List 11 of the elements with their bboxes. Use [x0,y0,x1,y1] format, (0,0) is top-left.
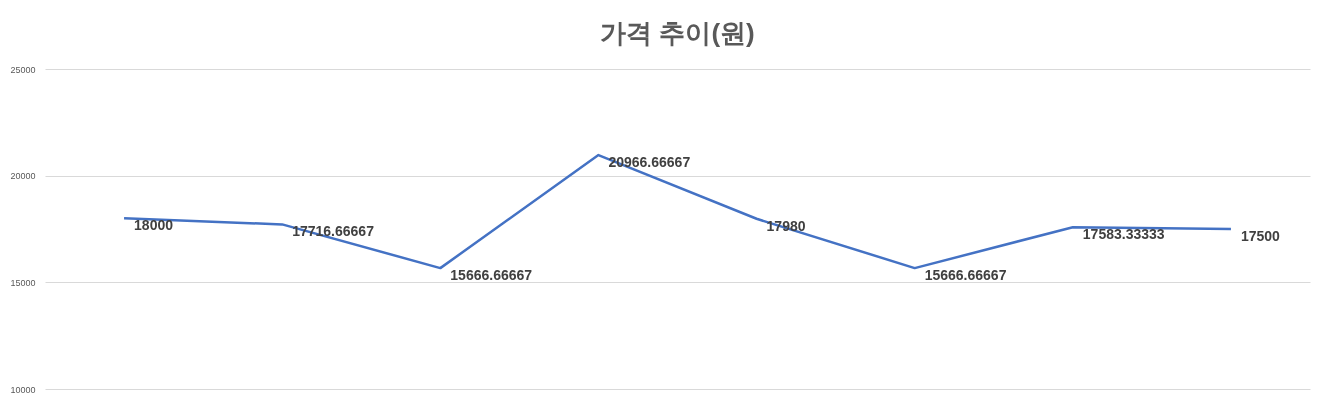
data-label: 15666.66667 [924,267,1007,284]
data-label: 15666.66667 [450,267,533,284]
data-label: 18000 [134,217,174,234]
line-series [122,153,1233,270]
y-tick-label: 25000 [10,64,36,75]
y-tick-label: 10000 [10,384,36,395]
y-tick-label: 15000 [10,277,36,288]
y-tick-label: 20000 [10,171,36,182]
chart-title: 가격 추이(원) [600,18,755,48]
data-label: 17583.33333 [1082,226,1165,243]
data-label: 17500 [1240,228,1281,244]
